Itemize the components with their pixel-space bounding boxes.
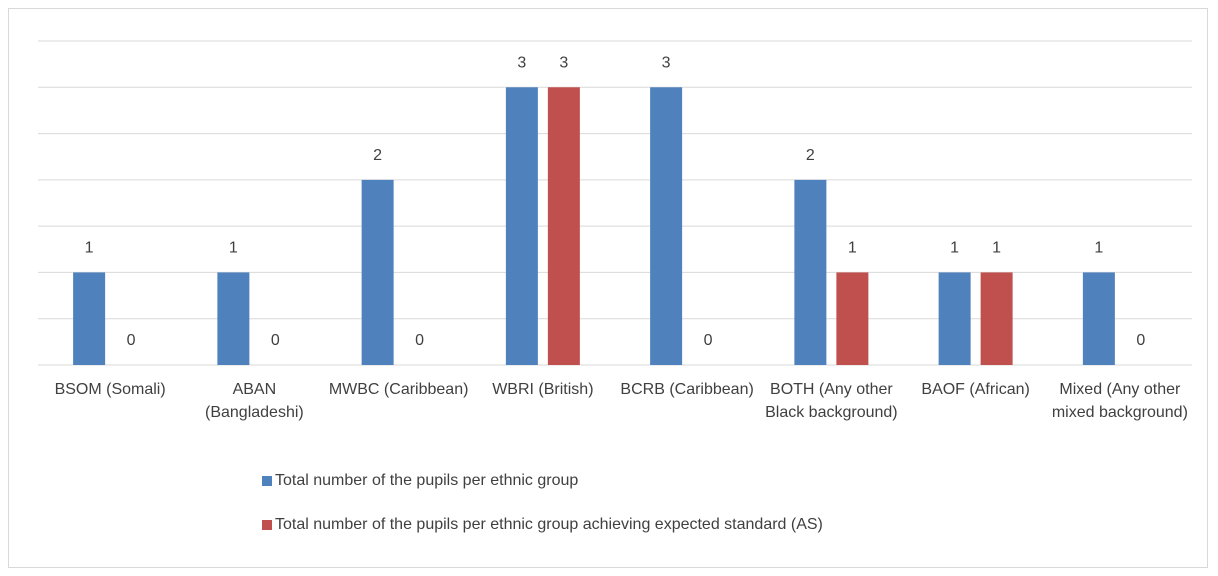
x-tick-label: MWBC (Caribbean): [328, 381, 469, 398]
x-tick-label: BSOM (Somali): [54, 381, 166, 398]
bar: [650, 87, 683, 366]
data-label: 0: [704, 332, 713, 349]
data-label: 0: [415, 332, 424, 349]
data-label: 3: [559, 55, 568, 72]
data-label: 0: [1136, 332, 1145, 349]
data-label: 3: [662, 55, 671, 72]
bar: [836, 272, 869, 365]
legend-label: Total number of the pupils per ethnic gr…: [275, 516, 823, 533]
data-label: 1: [85, 240, 94, 257]
x-tick-label: BOTH (Any other Black background): [765, 381, 898, 421]
legend-swatch: [262, 520, 272, 530]
bar: [547, 87, 580, 366]
chart-frame: [8, 8, 1208, 568]
bar: [361, 179, 394, 365]
x-tick-label: WBRI (British): [492, 381, 594, 398]
bar: [794, 179, 827, 365]
data-label: 0: [271, 332, 280, 349]
data-label: 1: [992, 240, 1001, 257]
x-tick-label: ABAN (Bangladeshi): [205, 381, 304, 421]
data-label: 2: [373, 147, 382, 164]
data-label: 1: [848, 240, 857, 257]
data-label: 0: [127, 332, 136, 349]
bar: [980, 272, 1013, 365]
data-label: 1: [950, 240, 959, 257]
data-label: 1: [229, 240, 238, 257]
x-tick-label: Mixed (Any other mixed background): [1051, 381, 1188, 421]
legend-item: Total number of the pupils per ethnic gr…: [262, 470, 578, 492]
bar: [217, 272, 250, 365]
x-tick-label: BCRB (Caribbean): [620, 381, 754, 398]
bar: [505, 87, 538, 366]
data-label: 3: [517, 55, 526, 72]
data-label: 1: [1094, 240, 1103, 257]
legend-item: Total number of the pupils per ethnic gr…: [262, 514, 823, 536]
bar: [73, 272, 106, 365]
bar: [1082, 272, 1115, 365]
bar: [938, 272, 971, 365]
legend-swatch: [262, 476, 272, 486]
legend-label: Total number of the pupils per ethnic gr…: [275, 472, 579, 489]
x-tick-label: BAOF (African): [921, 381, 1030, 398]
data-label: 2: [806, 147, 815, 164]
